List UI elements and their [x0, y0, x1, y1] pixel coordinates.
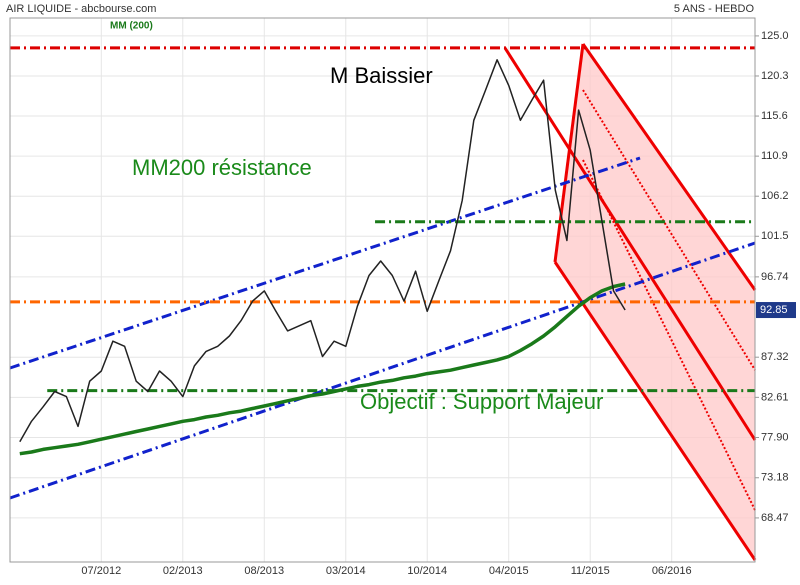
y-tick-label: 82.61: [761, 391, 789, 403]
price-tag-label: 92.85: [760, 304, 788, 316]
y-tick-label: 77.90: [761, 431, 789, 443]
x-tick-label: 04/2015: [489, 565, 529, 577]
chart-title: AIR LIQUIDE - abcbourse.com: [6, 3, 156, 15]
x-tick-label: 11/2015: [571, 565, 610, 577]
y-tick-label: 96.74: [761, 271, 789, 283]
series-line: [19, 59, 626, 443]
y-tick-label: 115.6: [761, 110, 788, 122]
y-tick-label: 110.9: [761, 150, 788, 162]
y-tick-label: 101.5: [761, 230, 789, 242]
x-tick-label: 06/2016: [652, 565, 692, 577]
y-tick-label: 68.47: [761, 512, 789, 524]
annotation: M Baissier: [330, 63, 433, 88]
y-tick-label: 73.18: [761, 472, 789, 484]
x-tick-label: 08/2013: [244, 565, 284, 577]
plot-frame: [9, 17, 756, 563]
legend-entry: MM (200): [110, 21, 153, 32]
x-tick-label: 07/2012: [81, 565, 121, 577]
x-tick-label: 03/2014: [326, 565, 366, 577]
pitchfork-line: [582, 159, 756, 511]
price-tag: [756, 302, 796, 319]
annotation: Objectif : Support Majeur: [360, 389, 603, 414]
pitchfork-line: [582, 89, 756, 371]
pitchfork-line: [581, 43, 757, 291]
pitchfork-line: [553, 261, 757, 561]
annotation: MM200 résistance: [132, 155, 312, 180]
chart-subtitle: 5 ANS - HEBDO: [674, 3, 755, 15]
x-tick-label: 10/2014: [407, 565, 447, 577]
x-tick-label: 02/2013: [163, 565, 203, 577]
y-tick-label: 87.32: [761, 351, 789, 363]
y-tick-label: 120.3: [761, 70, 789, 82]
series-line: [19, 282, 626, 456]
y-tick-label: 106.2: [761, 190, 789, 202]
y-tick-label: 125.0: [761, 30, 789, 42]
pitchfork-line: [553, 43, 585, 263]
